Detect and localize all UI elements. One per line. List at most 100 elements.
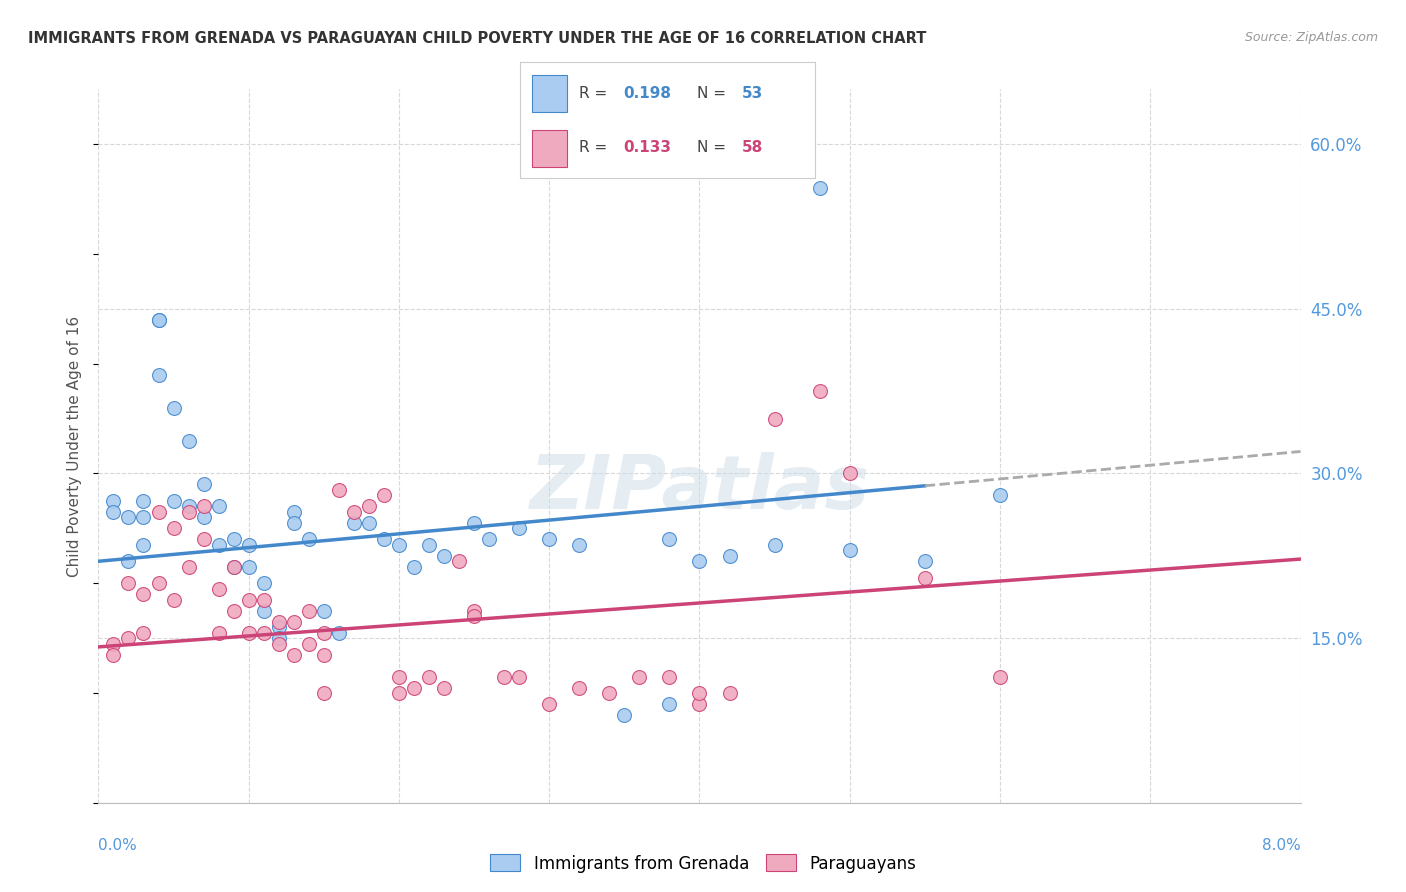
Text: 53: 53 xyxy=(742,87,763,102)
Text: IMMIGRANTS FROM GRENADA VS PARAGUAYAN CHILD POVERTY UNDER THE AGE OF 16 CORRELAT: IMMIGRANTS FROM GRENADA VS PARAGUAYAN CH… xyxy=(28,31,927,46)
Point xyxy=(222,559,245,574)
Point xyxy=(103,637,125,651)
Point xyxy=(568,538,591,552)
Point xyxy=(132,538,155,552)
Text: 0.198: 0.198 xyxy=(623,87,672,102)
Point xyxy=(208,538,231,552)
Point xyxy=(447,554,470,568)
Point xyxy=(267,615,290,629)
Point xyxy=(357,516,380,530)
Point xyxy=(253,625,276,640)
Text: 8.0%: 8.0% xyxy=(1261,838,1301,853)
Text: R =: R = xyxy=(579,139,613,154)
Point xyxy=(328,483,350,497)
Point xyxy=(343,505,366,519)
Point xyxy=(117,510,139,524)
Point xyxy=(658,533,681,547)
Point xyxy=(177,500,200,514)
Text: 0.0%: 0.0% xyxy=(98,838,138,853)
Bar xyxy=(531,129,568,167)
Text: N =: N = xyxy=(697,87,731,102)
Point xyxy=(208,500,231,514)
Point xyxy=(808,181,831,195)
Point xyxy=(238,538,260,552)
Point xyxy=(689,697,711,711)
Point xyxy=(312,686,335,700)
Point xyxy=(402,681,425,695)
Point xyxy=(132,625,155,640)
Point xyxy=(267,620,290,634)
Point xyxy=(253,592,276,607)
Point xyxy=(312,604,335,618)
Point xyxy=(418,669,440,683)
Point xyxy=(238,625,260,640)
Point xyxy=(328,625,350,640)
Point xyxy=(838,543,860,558)
Point xyxy=(103,648,125,662)
Point xyxy=(598,686,620,700)
Point xyxy=(177,559,200,574)
Point xyxy=(162,401,184,415)
Point xyxy=(689,686,711,700)
Point xyxy=(508,521,530,535)
Point xyxy=(478,533,501,547)
Point xyxy=(222,533,245,547)
Point xyxy=(298,533,321,547)
Point xyxy=(418,538,440,552)
Point xyxy=(267,637,290,651)
Point xyxy=(312,648,335,662)
Point xyxy=(988,488,1011,502)
Point xyxy=(463,516,485,530)
Point xyxy=(148,576,170,591)
Point xyxy=(283,648,305,662)
Point xyxy=(718,686,741,700)
Point xyxy=(388,538,411,552)
Point xyxy=(132,587,155,601)
Point xyxy=(267,631,290,645)
Point xyxy=(508,669,530,683)
Point xyxy=(148,368,170,382)
Point xyxy=(388,686,411,700)
Text: ZIPatlas: ZIPatlas xyxy=(530,452,869,525)
Point xyxy=(914,554,936,568)
Point xyxy=(808,384,831,398)
Text: R =: R = xyxy=(579,87,613,102)
Point xyxy=(283,505,305,519)
Point xyxy=(914,571,936,585)
Point xyxy=(463,609,485,624)
Point xyxy=(494,669,516,683)
Point xyxy=(763,538,786,552)
Point xyxy=(208,582,231,596)
Point xyxy=(193,510,215,524)
Point xyxy=(373,488,395,502)
Point xyxy=(298,604,321,618)
Point xyxy=(568,681,591,695)
Point xyxy=(628,669,651,683)
Point xyxy=(117,576,139,591)
Point xyxy=(148,312,170,326)
Point xyxy=(117,631,139,645)
Point xyxy=(718,549,741,563)
Point xyxy=(373,533,395,547)
Point xyxy=(433,681,456,695)
Point xyxy=(253,604,276,618)
Text: 0.133: 0.133 xyxy=(623,139,672,154)
Point xyxy=(103,494,125,508)
Point xyxy=(132,494,155,508)
Point xyxy=(763,411,786,425)
Point xyxy=(148,505,170,519)
Point xyxy=(283,516,305,530)
Point xyxy=(357,500,380,514)
Point xyxy=(838,467,860,481)
Point xyxy=(283,615,305,629)
Text: N =: N = xyxy=(697,139,731,154)
Point xyxy=(162,494,184,508)
Point xyxy=(222,604,245,618)
Point xyxy=(988,669,1011,683)
Point xyxy=(658,669,681,683)
Point xyxy=(132,510,155,524)
Point xyxy=(402,559,425,574)
Point xyxy=(312,625,335,640)
Legend: Immigrants from Grenada, Paraguayans: Immigrants from Grenada, Paraguayans xyxy=(484,847,922,880)
Point xyxy=(117,554,139,568)
